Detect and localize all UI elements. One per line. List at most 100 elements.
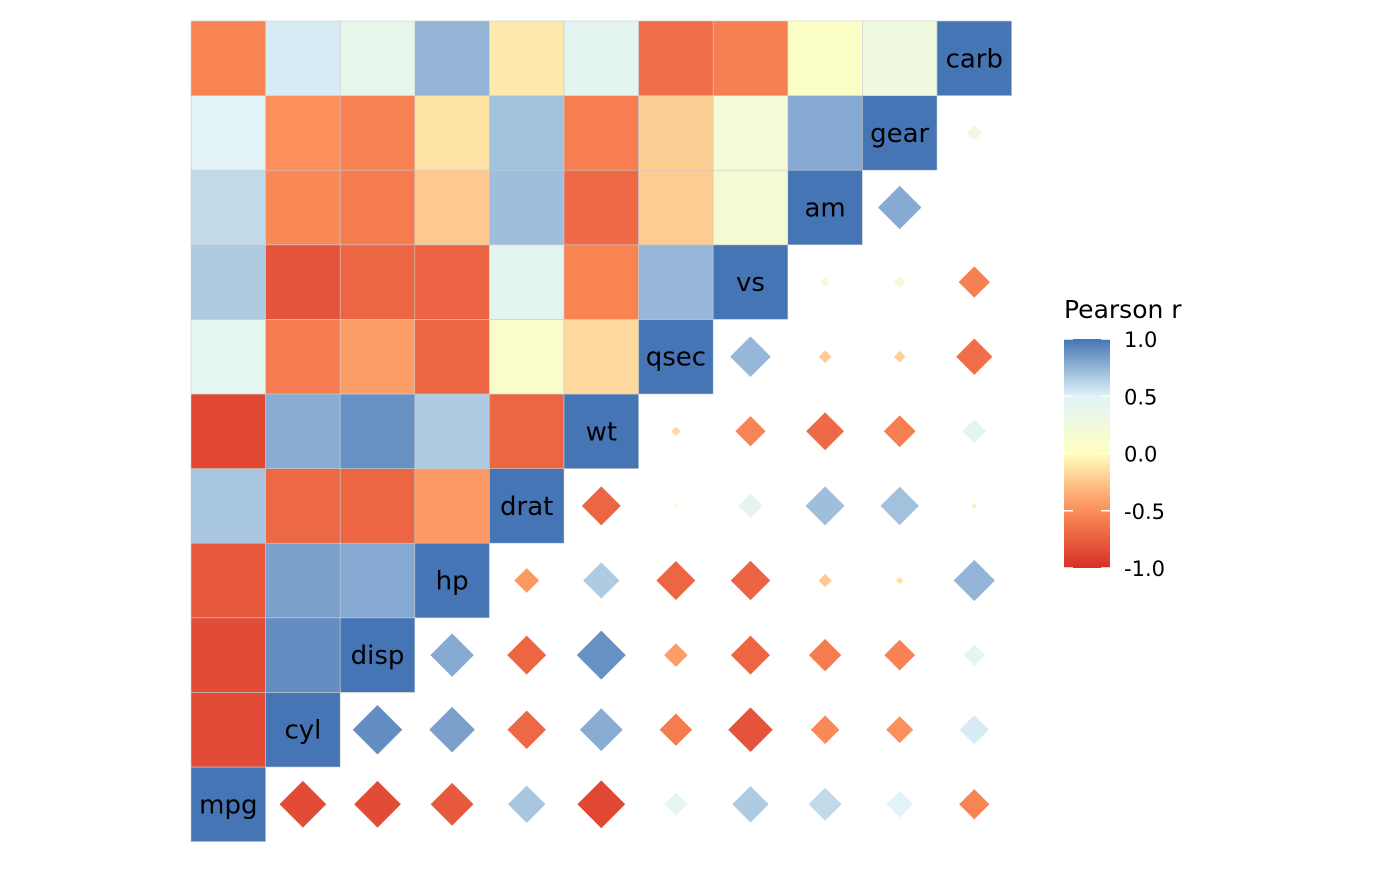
tile-cyl-hp	[265, 542, 341, 619]
tile-disp-vs	[339, 244, 416, 320]
tile-qsec-gear	[638, 95, 714, 171]
diamond-hp-mpg	[430, 782, 474, 826]
tile-qsec-am	[638, 169, 714, 246]
tile-vs-am	[712, 169, 789, 246]
diamond-vs-hp	[730, 560, 771, 601]
diamond-wt-drat	[581, 486, 621, 526]
tile-mpg-vs	[190, 244, 266, 320]
diamond-vs-qsec	[730, 336, 771, 378]
diamond-vs-disp	[730, 635, 771, 675]
diamond-wt-hp	[583, 562, 620, 599]
diamond-wt-mpg	[577, 780, 626, 829]
tile-cyl-wt	[265, 393, 341, 469]
tile-cyl-am	[265, 169, 341, 246]
variable-label-disp: disp	[351, 641, 405, 671]
tile-gear-gear	[862, 95, 938, 171]
diamond-vs-mpg	[732, 786, 769, 823]
tile-mpg-drat	[190, 468, 266, 544]
diamond-gear-drat	[880, 486, 919, 526]
tile-disp-drat	[339, 468, 416, 544]
diamond-am-hp	[818, 573, 832, 588]
diamond-wt-cyl	[579, 708, 623, 752]
tile-mpg-disp	[190, 617, 266, 693]
legend-tick-label: 1.0	[1124, 328, 1157, 352]
tile-mpg-wt	[190, 393, 266, 469]
tile-hp-carb	[414, 20, 490, 96]
diamond-drat-hp	[514, 568, 540, 593]
variable-label-qsec: qsec	[646, 343, 706, 373]
variable-label-hp: hp	[436, 567, 469, 597]
tile-disp-am	[339, 169, 416, 246]
legend-tick-label: 0.0	[1124, 443, 1157, 467]
diamond-carb-cyl	[959, 715, 989, 745]
tile-mpg-am	[190, 169, 266, 246]
diamond-carb-drat	[971, 503, 977, 509]
tile-hp-am	[414, 169, 490, 246]
diamond-hp-cyl	[429, 706, 475, 753]
diamond-gear-cyl	[886, 716, 914, 744]
tile-disp-carb	[339, 20, 416, 96]
tile-mpg-gear	[190, 95, 266, 171]
diamond-drat-mpg	[508, 785, 546, 823]
tile-disp-qsec	[339, 319, 416, 395]
diamond-am-vs	[820, 277, 830, 287]
diamond-gear-disp	[884, 639, 916, 671]
tile-wt-vs	[563, 244, 639, 320]
diamond-drat-cyl	[507, 710, 546, 749]
legend-tick-label: -1.0	[1124, 557, 1165, 581]
tile-hp-vs	[414, 244, 490, 320]
variable-label-vs: vs	[736, 268, 765, 298]
variable-label-cyl: cyl	[284, 716, 321, 746]
tile-am-carb	[787, 20, 863, 96]
diamond-qsec-disp	[664, 643, 688, 667]
diamond-gear-hp	[896, 576, 904, 585]
diamond-am-drat	[805, 486, 845, 526]
tile-hp-qsec	[414, 319, 490, 395]
diamond-carb-am	[972, 205, 976, 210]
tile-am-am	[787, 169, 863, 246]
tile-disp-hp	[339, 542, 416, 619]
tile-wt-gear	[563, 95, 639, 171]
diamond-carb-gear	[966, 125, 982, 141]
diamond-gear-mpg	[886, 791, 913, 818]
tile-drat-drat	[489, 468, 565, 544]
variable-label-mpg: mpg	[199, 790, 257, 820]
tile-mpg-qsec	[190, 319, 266, 395]
tile-hp-drat	[414, 468, 490, 544]
diamond-am-wt	[806, 412, 845, 451]
tile-hp-wt	[414, 393, 490, 469]
tile-drat-gear	[489, 95, 565, 171]
tile-cyl-carb	[265, 20, 341, 96]
tile-mpg-mpg	[190, 766, 266, 842]
diamond-carb-hp	[953, 559, 995, 602]
tile-cyl-gear	[265, 95, 341, 171]
diamond-carb-vs	[958, 266, 990, 298]
diamond-am-disp	[808, 638, 842, 672]
diamond-drat-disp	[507, 635, 547, 675]
tile-cyl-vs	[265, 244, 341, 320]
tile-carb-carb	[936, 20, 1012, 96]
diamond-qsec-cyl	[659, 713, 693, 746]
correlation-cells	[190, 20, 1012, 842]
diamond-gear-vs	[893, 276, 906, 288]
diamond-am-mpg	[808, 787, 842, 821]
diamond-gear-am	[877, 185, 922, 230]
diamond-gear-wt	[883, 415, 916, 448]
diamond-vs-cyl	[728, 707, 773, 752]
diamond-disp-cyl	[352, 704, 403, 755]
diamond-qsec-hp	[656, 560, 696, 601]
legend-title: Pearson r	[1064, 295, 1182, 324]
diamond-gear-qsec	[893, 350, 906, 363]
variable-labels: mpg cyl disp hp drat wt qsec vs am gear carb	[199, 44, 1003, 820]
diamond-carb-disp	[963, 644, 986, 666]
diamond-wt-disp	[576, 630, 626, 680]
tile-drat-am	[489, 169, 565, 246]
variable-label-gear: gear	[870, 119, 929, 149]
tile-am-gear	[787, 95, 863, 171]
legend-tick-label: 0.5	[1124, 385, 1157, 409]
diamond-qsec-wt	[671, 426, 681, 436]
diamond-am-qsec	[818, 350, 832, 364]
diamond-carb-wt	[962, 419, 987, 444]
tile-disp-disp	[339, 617, 416, 693]
